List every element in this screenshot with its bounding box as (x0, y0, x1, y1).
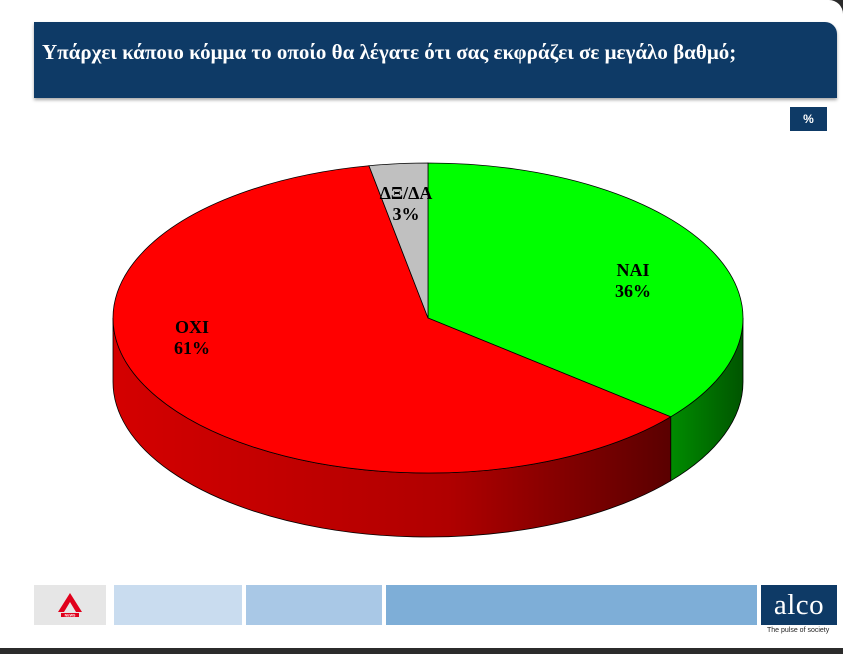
chart-title: Υπάρχει κάποιο κόμμα το οποίο θα λέγατε … (42, 40, 737, 64)
slice-label-2: ΔΞ/ΔΑ (380, 183, 433, 203)
brand-tagline: The pulse of society (767, 627, 830, 634)
alpha-logo-icon: NEWS (58, 593, 82, 618)
logo-text: NEWS (65, 614, 76, 618)
unit-badge: % (790, 107, 827, 131)
footer-block-1 (114, 585, 242, 625)
footer-block-3 (386, 585, 757, 625)
brand-logo: alco (761, 585, 837, 625)
footer: NEWS alco The pulse of society (34, 585, 837, 634)
pie-slice-0 (427, 162, 744, 418)
footer-block-2 (246, 585, 382, 625)
slice-label-0: ΝΑΙ (616, 260, 649, 280)
pie-slice-2 (368, 162, 429, 319)
slice-value-1: 61% (174, 338, 210, 358)
bottom-band (0, 648, 843, 654)
slice-value-2: 3% (393, 204, 420, 224)
slice-label-1: ΟΧΙ (175, 317, 209, 337)
slice-value-0: 36% (615, 281, 651, 301)
title-bar: Υπάρχει κάποιο κόμμα το οποίο θα λέγατε … (34, 22, 837, 98)
channel-logo: NEWS (34, 585, 106, 625)
pie-slice-1 (112, 165, 672, 474)
pie-tops (112, 162, 744, 474)
